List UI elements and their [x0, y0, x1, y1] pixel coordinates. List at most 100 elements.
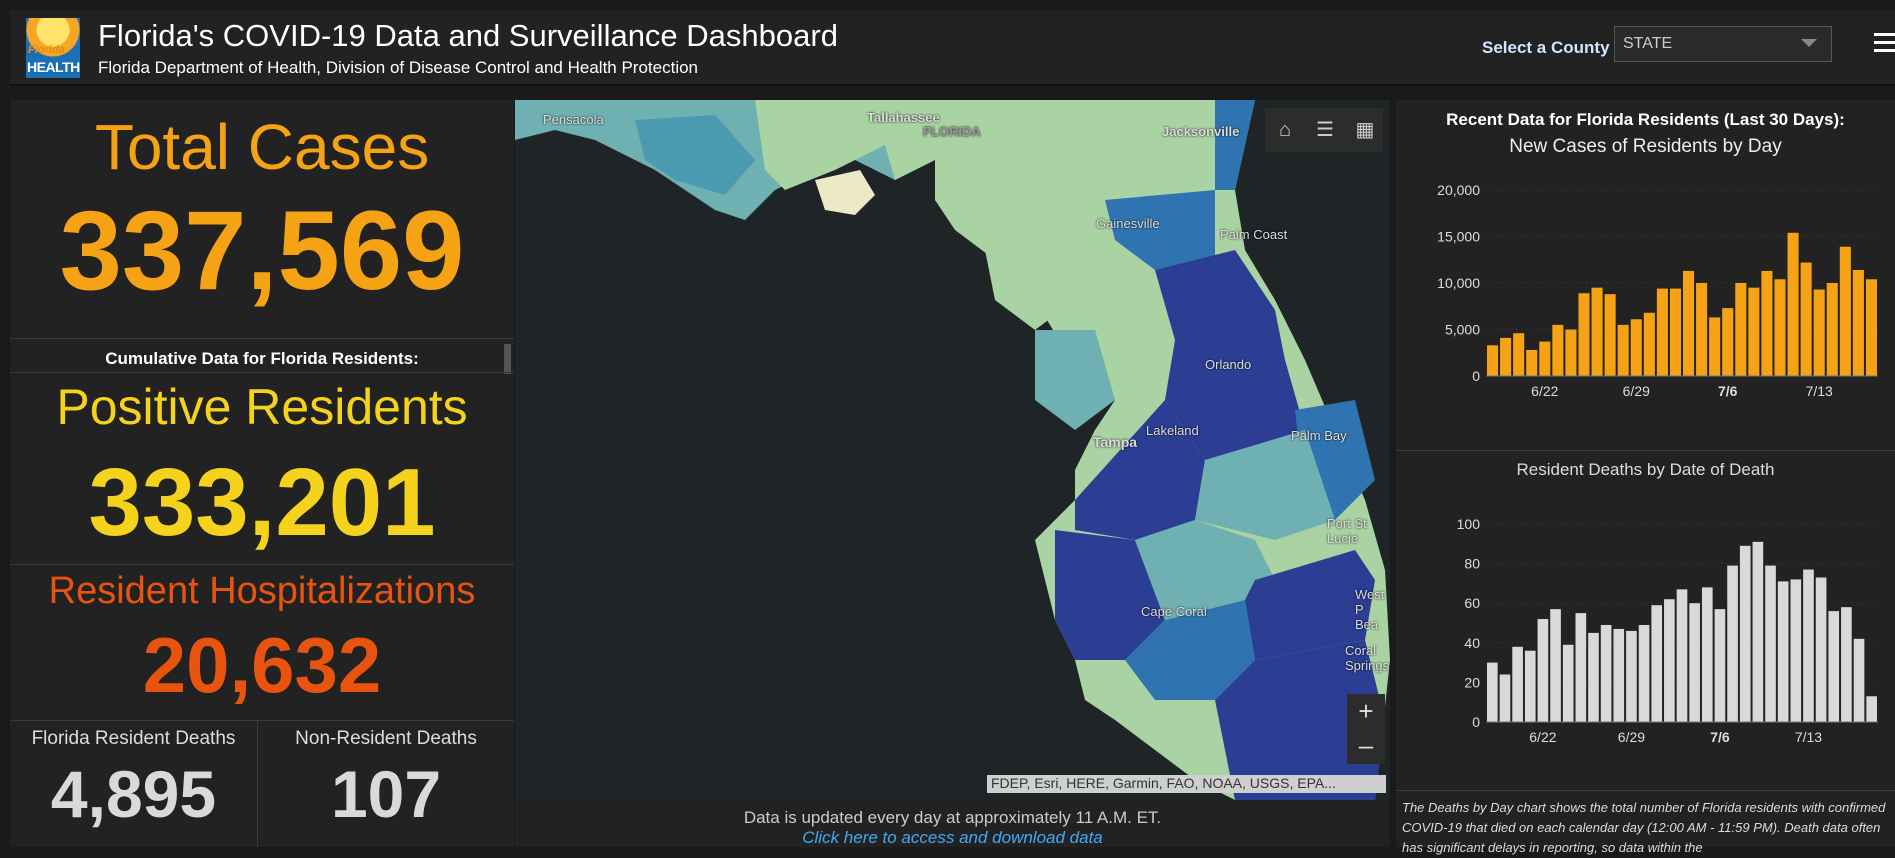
deaths-chart-note: The Deaths by Day chart shows the total …: [1402, 800, 1886, 855]
divider: [10, 720, 514, 721]
bar[interactable]: [1550, 609, 1561, 722]
x-tick-label: 7/6: [1718, 383, 1738, 399]
bar[interactable]: [1787, 232, 1799, 376]
bar[interactable]: [1701, 587, 1713, 722]
home-icon[interactable]: ⌂: [1278, 119, 1292, 141]
bar[interactable]: [1865, 279, 1877, 376]
hospitalizations-value: 20,632: [142, 621, 382, 709]
total-cases-label: Total Cases: [94, 111, 430, 183]
y-tick-label: 0: [1472, 368, 1480, 384]
map-label: Palm Coast: [1220, 227, 1288, 242]
legend-list-icon[interactable]: ☰: [1316, 119, 1334, 141]
x-tick-label: 7/13: [1795, 729, 1822, 745]
bar[interactable]: [1487, 345, 1499, 376]
bar[interactable]: [1803, 569, 1814, 722]
map-label: West P Bea: [1355, 587, 1385, 632]
scrollbar-thumb[interactable]: [504, 344, 511, 374]
bar[interactable]: [1604, 294, 1616, 376]
bar[interactable]: [1683, 270, 1695, 376]
bar[interactable]: [1539, 341, 1551, 376]
bar[interactable]: [1487, 662, 1498, 722]
map-footer: Data is updated every day at approximate…: [515, 800, 1390, 847]
menu-icon[interactable]: [1874, 33, 1895, 53]
bar[interactable]: [1499, 674, 1511, 722]
bar[interactable]: [1613, 628, 1625, 722]
bar[interactable]: [1735, 283, 1747, 376]
bar[interactable]: [1565, 329, 1577, 377]
bar[interactable]: [1790, 579, 1802, 722]
x-tick-label: 6/22: [1531, 383, 1558, 399]
bar[interactable]: [1800, 262, 1812, 376]
bar[interactable]: [1727, 565, 1738, 722]
cases-bar-chart[interactable]: 0 5,000 10,000 15,000 20,000 6/22 6/29 7/6 7/13: [1396, 170, 1895, 410]
bar[interactable]: [1643, 312, 1655, 376]
florida-health-logo: Florida HEALTH: [26, 18, 80, 78]
bar[interactable]: [1575, 613, 1587, 722]
y-tick-label: 60: [1464, 595, 1480, 611]
y-tick-label: 80: [1464, 556, 1480, 572]
bar[interactable]: [1591, 287, 1603, 376]
bar[interactable]: [1630, 319, 1642, 376]
bar[interactable]: [1526, 349, 1538, 376]
bar[interactable]: [1752, 541, 1764, 722]
bar[interactable]: [1500, 337, 1512, 376]
bar[interactable]: [1676, 589, 1688, 722]
bar[interactable]: [1839, 246, 1851, 376]
bar[interactable]: [1524, 650, 1536, 722]
bar[interactable]: [1813, 289, 1825, 376]
bar[interactable]: [1600, 624, 1612, 722]
bar[interactable]: [1696, 283, 1708, 376]
bar[interactable]: [1765, 565, 1776, 722]
bar[interactable]: [1852, 269, 1864, 376]
bar[interactable]: [1714, 609, 1726, 722]
bar[interactable]: [1513, 333, 1525, 376]
bar[interactable]: [1748, 287, 1760, 376]
bar[interactable]: [1588, 632, 1599, 722]
hospitalizations-label: Resident Hospitalizations: [48, 570, 476, 612]
y-tick-label: 20,000: [1437, 182, 1480, 198]
bar[interactable]: [1777, 581, 1789, 722]
bar[interactable]: [1866, 696, 1877, 722]
bar[interactable]: [1761, 270, 1773, 376]
bar[interactable]: [1853, 638, 1865, 722]
x-tick-label: 6/22: [1529, 729, 1556, 745]
bar[interactable]: [1537, 619, 1549, 722]
deaths-bar-chart[interactable]: 0 20 40 60 80 100 6/22 6/29 7/6 7/13: [1396, 500, 1895, 770]
zoom-out-button[interactable]: –: [1358, 730, 1374, 760]
bar[interactable]: [1552, 324, 1564, 376]
page-title: Florida's COVID-19 Data and Surveillance…: [98, 18, 838, 53]
county-select-label: Select a County: [1482, 38, 1610, 57]
bar[interactable]: [1828, 611, 1840, 722]
bar[interactable]: [1562, 644, 1574, 722]
county-select[interactable]: STATE: [1614, 26, 1832, 62]
basemap-grid-icon[interactable]: ▦: [1355, 119, 1375, 141]
bar[interactable]: [1578, 293, 1590, 376]
florida-map[interactable]: Pensacola Tallahassee FLORIDA Jacksonvil…: [515, 100, 1390, 800]
bar[interactable]: [1841, 607, 1852, 722]
zoom-in-button[interactable]: +: [1358, 696, 1374, 726]
bar[interactable]: [1709, 317, 1721, 376]
bar[interactable]: [1512, 646, 1523, 722]
map-label: Tampa: [1093, 434, 1138, 450]
bar[interactable]: [1664, 599, 1675, 722]
map-attribution: FDEP, Esri, HERE, Garmin, FAO, NOAA, USG…: [987, 775, 1386, 793]
resident-deaths-value: 4,895: [50, 757, 217, 831]
bar[interactable]: [1689, 603, 1700, 722]
bar[interactable]: [1722, 308, 1734, 376]
bar[interactable]: [1626, 630, 1637, 722]
stats-panel: Total Cases 337,569 Cumulative Data for …: [10, 100, 514, 847]
bar[interactable]: [1617, 324, 1629, 376]
bar[interactable]: [1651, 605, 1663, 722]
download-data-link[interactable]: Click here to access and download data: [802, 828, 1103, 847]
map-label: Coral Springs: [1345, 643, 1390, 673]
bar[interactable]: [1815, 577, 1827, 722]
bar[interactable]: [1656, 288, 1668, 376]
x-tick-label: 7/13: [1806, 383, 1833, 399]
bar[interactable]: [1669, 288, 1681, 376]
bar[interactable]: [1826, 283, 1838, 376]
map-label: Pensacola: [543, 112, 604, 127]
bar[interactable]: [1638, 624, 1650, 722]
bar[interactable]: [1739, 545, 1751, 722]
bar[interactable]: [1774, 279, 1786, 376]
x-tick-label: 6/29: [1623, 383, 1650, 399]
